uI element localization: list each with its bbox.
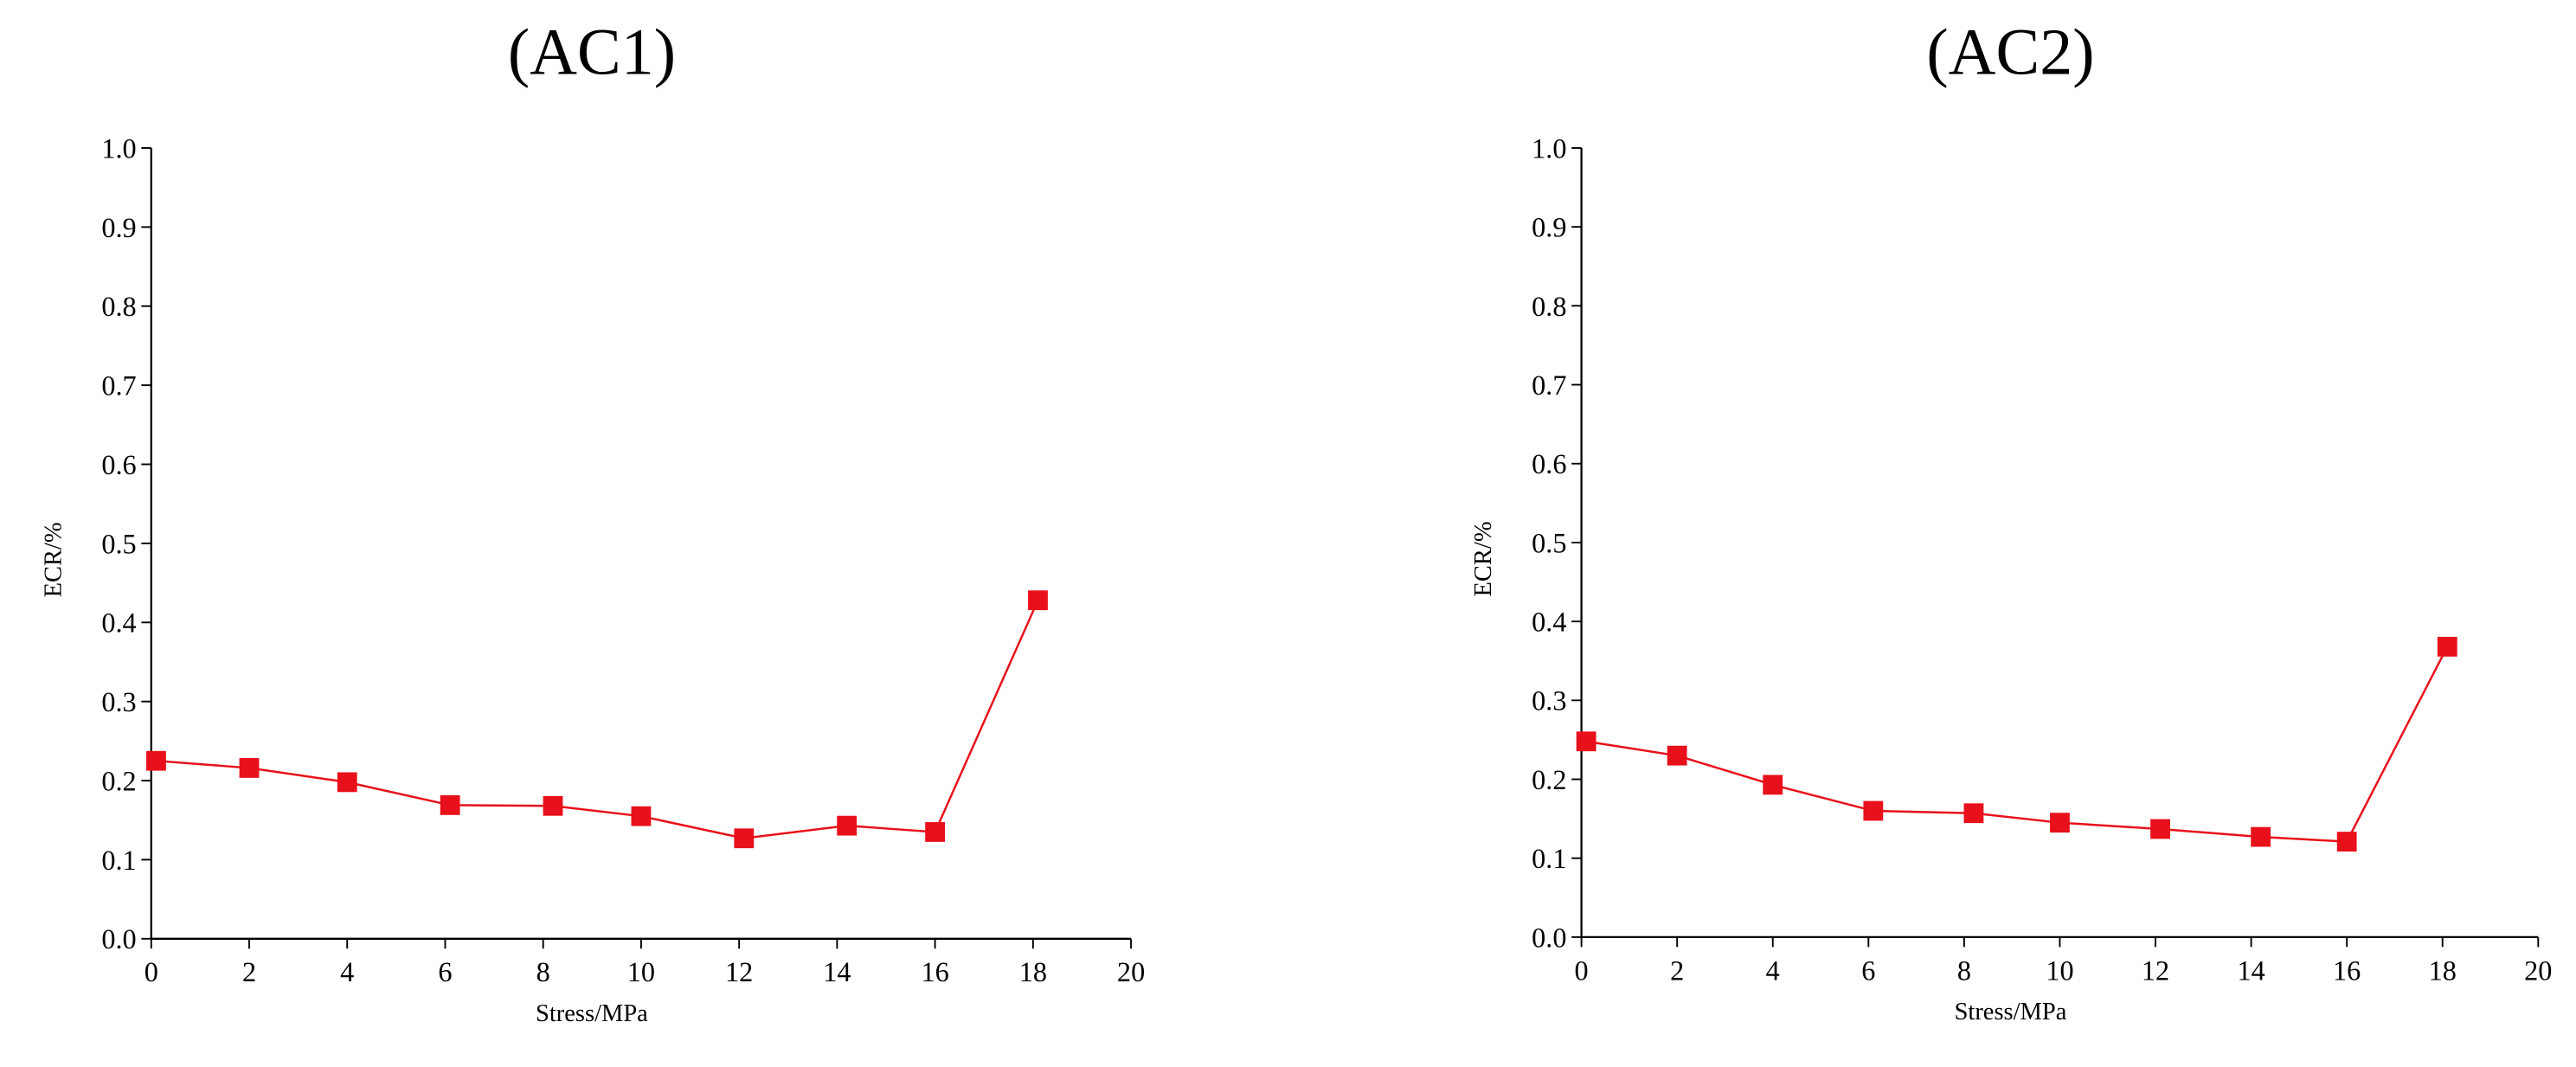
x-tick-label: 12 [725,956,753,987]
y-tick-label: 1.0 [1532,132,1566,164]
x-tick-label: 6 [1861,955,1875,986]
x-tick-label: 8 [1957,955,1971,986]
y-tick-label: 0.3 [101,686,136,717]
x-tick-label: 4 [1766,955,1780,986]
x-tick-label: 14 [823,956,851,987]
x-tick-label: 6 [438,956,452,987]
series-line [156,600,1039,840]
data-point [146,750,166,771]
y-tick-label: 0.8 [1532,291,1566,322]
y-tick-label: 0.3 [1532,685,1566,717]
x-tick-label: 16 [921,956,948,987]
x-tick-label: 20 [2524,955,2552,986]
data-point [2437,636,2457,657]
data-point [2251,826,2271,847]
y-tick-label: 0.8 [101,291,136,322]
x-tick-label: 2 [242,956,256,987]
y-tick-label: 0.6 [101,449,136,480]
y-tick-label: 0.2 [101,765,136,796]
data-point [337,772,357,793]
data-point [1963,803,1984,824]
y-tick-label: 0.9 [101,212,136,243]
y-tick-label: 0.7 [101,370,136,402]
data-point [1576,731,1596,752]
y-tick-label: 0.7 [1532,370,1566,401]
chart-title: (AC1) [508,16,676,89]
y-tick-label: 1.0 [101,132,136,164]
x-tick-label: 0 [1575,955,1589,986]
data-point [734,828,755,849]
data-point [1863,800,1884,821]
x-axis-label: Stress/MPa [1955,999,2067,1025]
data-point [1763,775,1783,795]
y-axis-label: ECR/% [40,522,67,597]
y-tick-label: 0.0 [101,923,136,955]
y-tick-label: 0.4 [1532,607,1566,638]
data-point [2050,813,2070,833]
y-tick-label: 0.1 [101,845,136,876]
y-tick-label: 0.9 [1532,212,1566,243]
x-tick-label: 14 [2237,955,2264,986]
x-tick-label: 12 [2142,955,2169,986]
y-tick-label: 0.4 [101,607,136,639]
data-point [2336,832,2357,852]
x-tick-label: 18 [2429,955,2457,986]
data-point [239,758,260,778]
data-point [925,822,946,842]
x-tick-label: 10 [627,956,655,987]
x-tick-label: 0 [145,956,158,987]
chart-title: (AC2) [1926,16,2094,89]
x-tick-label: 8 [536,956,550,987]
data-point [440,794,460,815]
y-tick-label: 0.2 [1532,764,1566,795]
data-point [1667,745,1687,766]
y-axis-label: ECR/% [1470,521,1497,596]
y-tick-label: 0.1 [1532,843,1566,874]
y-tick-label: 0.0 [1532,922,1566,953]
data-point [2150,819,2170,839]
x-tick-label: 18 [1019,956,1047,987]
y-tick-label: 0.6 [1532,448,1566,479]
data-point [837,815,858,836]
x-tick-label: 16 [2333,955,2361,986]
x-axis-label: Stress/MPa [536,1000,648,1027]
x-tick-label: 2 [1670,955,1684,986]
y-tick-label: 0.5 [1532,527,1566,558]
series-line [1585,646,2449,843]
y-tick-label: 0.5 [101,528,136,559]
data-point [631,806,652,826]
data-point [543,795,563,816]
x-tick-label: 10 [2046,955,2073,986]
x-tick-label: 20 [1117,956,1145,987]
data-point [1028,590,1048,611]
x-tick-label: 4 [340,956,354,987]
